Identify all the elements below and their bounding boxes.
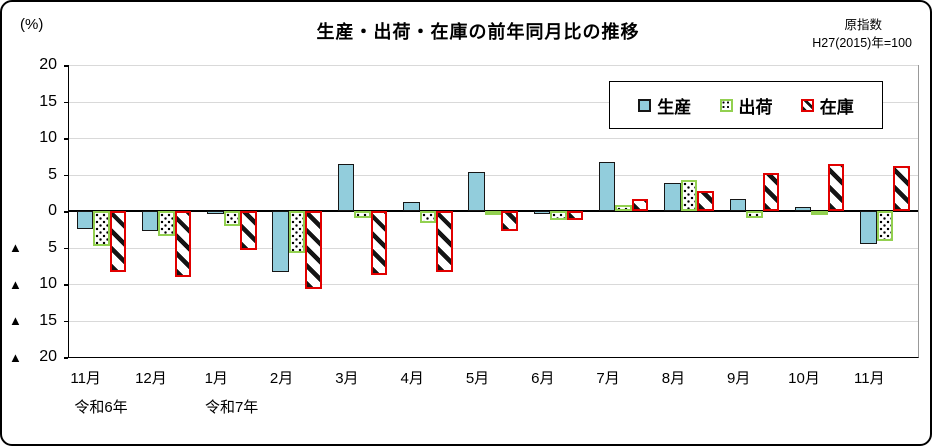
bar-出荷-7月-8 [615, 205, 632, 211]
gridline [69, 247, 918, 249]
bar-出荷-11月-12 [876, 211, 894, 241]
y-axis-tick [64, 320, 68, 322]
gridline [69, 65, 918, 66]
y-tick-label: ▲ 15 [9, 311, 57, 329]
index-note-line2: H27(2015)年=100 [812, 36, 912, 51]
negative-triangle-icon: ▲ [9, 349, 22, 365]
bar-出荷-10月-11 [811, 211, 828, 215]
bar-在庫-12月-1 [174, 211, 192, 277]
negative-triangle-icon: ▲ [9, 313, 22, 328]
y-tick-label: ▲ 20 [9, 348, 57, 365]
y-axis-tick [64, 284, 68, 286]
bar-生産-6月-7 [533, 211, 551, 214]
gridline [69, 101, 918, 103]
legend-label-出荷: 出荷 [738, 97, 773, 117]
bar-在庫-6月-7 [566, 211, 584, 221]
x-tick-label-5: 4月 [400, 370, 424, 387]
y-axis-tick [64, 247, 68, 249]
y-tick-label: 15 [39, 92, 57, 110]
bar-出荷-11月-0 [93, 211, 110, 247]
bar-生産-12月-1 [141, 211, 159, 232]
legend-item-在庫: 在庫 [800, 93, 854, 118]
legend-label-生産: 生産 [657, 97, 692, 117]
legend-label-在庫: 在庫 [819, 97, 854, 117]
bar-生産-4月-5 [403, 201, 420, 211]
bar-出荷-2月-3 [288, 211, 306, 254]
bar-出荷-9月-10 [746, 211, 763, 218]
gridline [69, 284, 918, 285]
bar-在庫-11月-12 [893, 166, 910, 211]
chart-title: 生産・出荷・在庫の前年同月比の推移 [316, 22, 640, 42]
bar-在庫-7月-8 [631, 199, 649, 211]
x-tick-label-6: 5月 [465, 370, 490, 387]
x-tick-label-0: 11月 [70, 370, 101, 387]
gridline [69, 138, 918, 139]
legend-marker-出荷-icon [719, 98, 733, 112]
index-note: 原指数 H27(2015)年=100 [812, 16, 912, 52]
negative-triangle-icon: ▲ [9, 240, 22, 255]
gridline [69, 320, 918, 322]
y-axis-tick [64, 357, 68, 359]
x-tick-label-9: 8月 [661, 370, 686, 387]
legend-marker-在庫-icon [800, 98, 814, 112]
y-tick-label: 5 [48, 165, 57, 183]
bar-生産-10月-11 [794, 207, 812, 211]
bar-在庫-1月-2 [240, 211, 257, 251]
bar-生産-1月-2 [207, 211, 224, 214]
bar-在庫-9月-10 [762, 173, 780, 211]
bar-在庫-11月-0 [109, 211, 126, 272]
x-tick-label-1: 12月 [135, 370, 167, 387]
bar-出荷-5月-6 [484, 211, 502, 216]
y-tick-label: ▲ 10 [9, 275, 57, 292]
y-axis-tick [64, 211, 68, 213]
negative-triangle-icon: ▲ [9, 276, 22, 292]
bar-在庫-8月-9 [697, 191, 714, 211]
x-tick-label-7: 6月 [531, 370, 555, 387]
y-axis-tick [64, 138, 68, 140]
bar-在庫-2月-3 [305, 211, 322, 290]
bar-在庫-3月-4 [370, 211, 388, 275]
year-label-令和6年: 令和6年 [74, 399, 128, 416]
bar-出荷-6月-7 [550, 211, 567, 221]
bar-生産-5月-6 [468, 172, 485, 211]
x-tick-label-12: 11月 [854, 370, 885, 387]
bar-出荷-12月-1 [158, 211, 175, 236]
y-tick-label: 10 [39, 129, 57, 146]
bar-生産-7月-8 [598, 162, 616, 211]
legend: 生産 出荷 在庫 [609, 81, 883, 129]
bar-生産-3月-4 [337, 164, 355, 211]
x-tick-label-10: 9月 [727, 370, 751, 387]
year-label-令和7年: 令和7年 [204, 399, 259, 416]
bar-出荷-4月-5 [419, 211, 437, 223]
x-tick-label-3: 2月 [269, 370, 294, 387]
gridline [69, 174, 918, 176]
legend-item-生産: 生産 [638, 93, 691, 118]
x-tick-label-4: 3月 [335, 370, 359, 387]
y-axis-tick [64, 101, 68, 103]
x-tick-label-2: 1月 [204, 370, 228, 387]
y-axis-unit-label: (%) [20, 16, 44, 33]
bar-生産-9月-10 [729, 199, 747, 211]
legend-item-出荷: 出荷 [719, 93, 773, 118]
bar-生産-11月-0 [76, 211, 93, 229]
index-note-line1: 原指数 [844, 18, 882, 32]
bar-出荷-1月-2 [223, 211, 241, 227]
x-tick-label-8: 7月 [596, 370, 620, 387]
y-axis-tick [64, 174, 68, 176]
y-tick-label: ▲ 5 [9, 238, 57, 256]
y-tick-label: 20 [39, 56, 57, 73]
bar-在庫-5月-6 [501, 211, 518, 232]
y-axis-tick [64, 65, 68, 67]
bar-出荷-8月-9 [680, 180, 698, 211]
x-tick-label-11: 10月 [788, 370, 820, 387]
bar-在庫-10月-11 [827, 164, 845, 211]
legend-marker-生産-icon [638, 98, 652, 112]
y-tick-label: 0 [48, 202, 57, 219]
bar-在庫-4月-5 [436, 211, 453, 273]
bar-出荷-3月-4 [354, 211, 371, 219]
bar-生産-11月-12 [860, 211, 877, 244]
bar-生産-8月-9 [664, 183, 681, 211]
bar-生産-2月-3 [272, 211, 289, 272]
